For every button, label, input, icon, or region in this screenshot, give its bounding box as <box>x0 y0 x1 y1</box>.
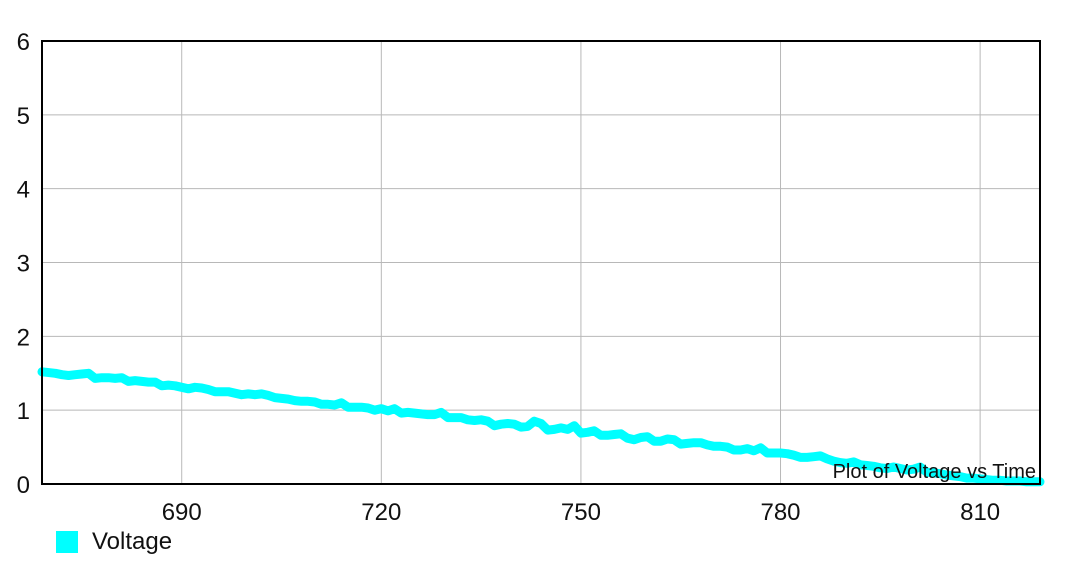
y-tick-label: 5 <box>17 103 30 130</box>
plot-frame <box>41 40 1041 485</box>
x-tick-label: 690 <box>162 499 202 526</box>
tick-labels: 0 1 2 3 4 5 6 690 720 750 780 810 <box>17 29 1001 526</box>
x-tick-label: 780 <box>760 499 800 526</box>
legend-label: Voltage <box>92 528 173 555</box>
series-layer <box>37 367 1045 487</box>
y-tick-label: 3 <box>17 251 30 278</box>
y-tick-label: 1 <box>17 398 30 425</box>
legend: Voltage <box>56 528 172 556</box>
grid-lines <box>42 40 1040 485</box>
legend-swatch <box>56 531 78 553</box>
y-tick-label: 4 <box>17 177 30 204</box>
y-tick-label: 0 <box>17 472 30 499</box>
y-tick-label: 6 <box>17 29 30 56</box>
x-tick-label: 810 <box>960 499 1000 526</box>
chart-description: Plot of Voltage vs Time <box>833 461 1036 483</box>
y-tick-label: 2 <box>17 324 30 351</box>
series-line-voltage <box>37 367 1045 487</box>
x-tick-label: 720 <box>361 499 401 526</box>
x-tick-label: 750 <box>561 499 601 526</box>
